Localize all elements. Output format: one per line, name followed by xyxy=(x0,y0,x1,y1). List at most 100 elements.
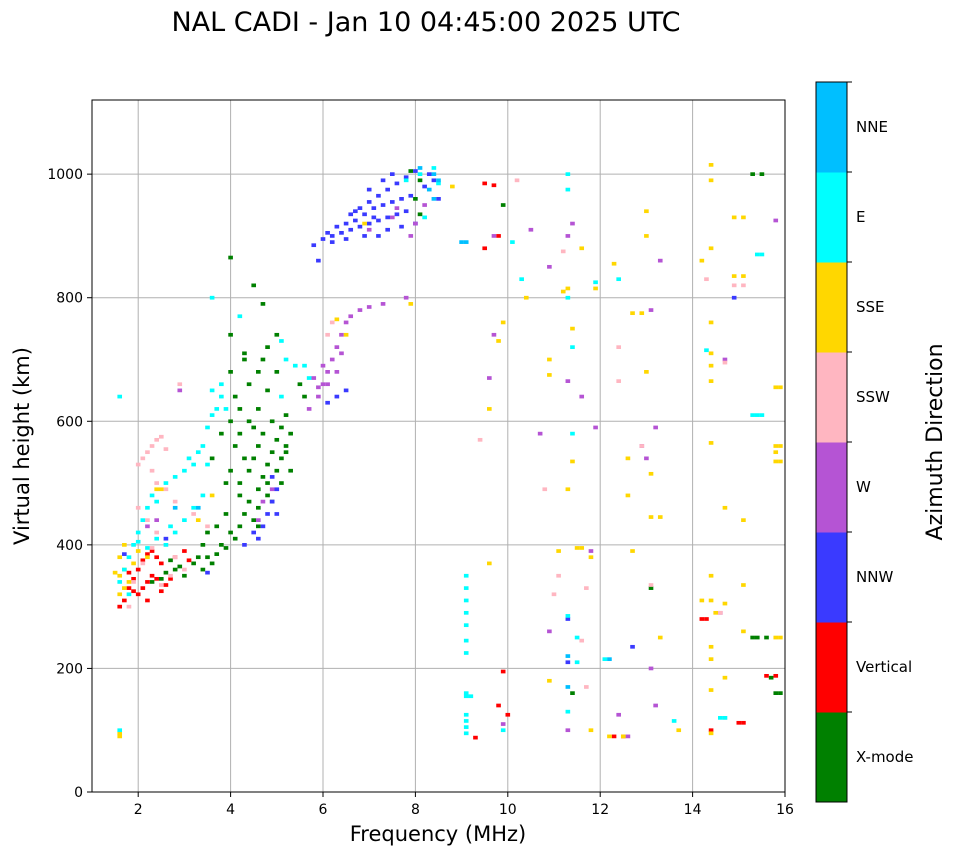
data-point-e xyxy=(431,166,437,170)
data-point-x-mode xyxy=(214,524,220,529)
y-axis-label: Virtual height (km) xyxy=(10,347,34,545)
data-point-nnw xyxy=(316,258,321,263)
data-point-e xyxy=(718,716,723,720)
data-point-e xyxy=(292,363,298,368)
data-point-x-mode xyxy=(283,450,289,455)
data-point-e xyxy=(574,635,580,640)
data-point-nnw xyxy=(353,218,358,223)
data-point-e xyxy=(209,388,215,393)
data-point-nnw xyxy=(325,400,330,405)
data-point-sse xyxy=(648,471,654,476)
data-point-sse xyxy=(773,459,779,464)
data-point-vertical xyxy=(131,576,136,581)
data-point-e xyxy=(191,505,196,510)
data-point-w xyxy=(653,425,658,430)
data-point-e xyxy=(283,357,289,362)
data-point-nnw xyxy=(371,215,377,220)
data-point-vertical xyxy=(140,558,146,563)
data-point-sse xyxy=(607,734,612,739)
data-point-w xyxy=(325,382,330,387)
y-tick-label: 200 xyxy=(56,661,83,677)
data-point-x-mode xyxy=(251,283,257,288)
data-point-vertical xyxy=(704,617,709,621)
data-point-vertical xyxy=(126,570,132,575)
data-point-x-mode xyxy=(237,524,243,529)
data-point-ssw xyxy=(556,573,561,578)
data-point-x-mode xyxy=(200,567,206,572)
data-point-e xyxy=(172,530,178,535)
data-point-nnw xyxy=(122,552,127,556)
data-point-vertical xyxy=(482,181,488,186)
data-point-ssw xyxy=(126,604,132,609)
data-point-sse xyxy=(778,459,783,464)
data-point-nnw xyxy=(426,172,432,176)
data-point-ssw xyxy=(149,468,155,473)
data-point-w xyxy=(256,518,261,522)
data-point-nnw xyxy=(163,536,169,541)
data-point-sse xyxy=(593,286,598,291)
data-point-nnw xyxy=(371,206,377,210)
data-point-x-mode xyxy=(288,431,293,436)
data-point-w xyxy=(653,703,658,708)
axis-ticks: 2 4 6 8 10 12 14 16 0 200 400 600 800 1000 xyxy=(47,167,794,818)
data-point-vertical xyxy=(182,549,187,553)
data-point-nnw xyxy=(380,203,386,207)
data-point-nnw xyxy=(403,209,409,214)
data-point-x-mode xyxy=(228,332,233,337)
data-point-e xyxy=(154,536,159,541)
data-point-sse xyxy=(343,332,349,337)
data-point-w xyxy=(491,332,497,337)
data-point-sse xyxy=(500,320,506,325)
data-point-ssw xyxy=(205,524,210,529)
data-point-nnw xyxy=(256,536,261,541)
data-point-sse xyxy=(362,221,367,226)
data-point-ssw xyxy=(163,487,169,492)
data-point-x-mode xyxy=(232,444,238,448)
data-point-x-mode xyxy=(223,546,229,550)
data-point-nnw xyxy=(565,660,571,665)
data-point-e xyxy=(403,178,409,183)
data-point-sse xyxy=(630,549,635,553)
data-point-ssw xyxy=(648,583,654,587)
data-point-w xyxy=(616,712,621,717)
data-point-w xyxy=(565,379,571,383)
data-point-x-mode xyxy=(260,357,266,362)
data-point-w xyxy=(316,394,321,399)
data-point-e xyxy=(219,394,224,399)
data-point-nnw xyxy=(274,512,280,516)
data-point-sse xyxy=(625,493,631,498)
data-point-ssw xyxy=(731,283,737,288)
data-point-e xyxy=(722,716,728,720)
data-point-x-mode xyxy=(237,493,243,498)
data-point-e xyxy=(570,345,575,349)
data-point-w xyxy=(408,234,414,238)
chart-title: NAL CADI - Jan 10 04:45:00 2025 UTC xyxy=(171,7,680,38)
data-point-sse xyxy=(773,385,779,390)
data-point-e xyxy=(704,348,709,353)
data-point-w xyxy=(306,407,312,411)
data-point-vertical xyxy=(491,183,497,188)
data-point-ssw xyxy=(584,586,589,590)
data-point-w xyxy=(547,264,552,269)
data-point-x-mode xyxy=(773,691,779,695)
data-point-e xyxy=(616,277,621,282)
data-point-ssw xyxy=(477,437,483,442)
data-point-sse xyxy=(496,339,501,343)
data-point-e xyxy=(117,580,123,584)
data-point-nnw xyxy=(422,184,427,189)
data-point-x-mode xyxy=(265,481,270,485)
data-point-x-mode xyxy=(219,431,224,436)
data-point-nnw xyxy=(431,178,437,183)
data-point-e xyxy=(140,518,146,522)
data-point-vertical xyxy=(154,576,159,581)
data-point-nnw xyxy=(265,512,270,516)
data-point-e xyxy=(154,499,159,504)
data-point-vertical xyxy=(741,720,746,725)
data-point-x-mode xyxy=(265,462,270,467)
data-point-sse xyxy=(579,546,585,550)
data-point-nnw xyxy=(311,243,317,248)
data-point-vertical xyxy=(473,735,478,740)
data-point-sse xyxy=(209,493,215,498)
data-point-sse xyxy=(625,456,631,461)
